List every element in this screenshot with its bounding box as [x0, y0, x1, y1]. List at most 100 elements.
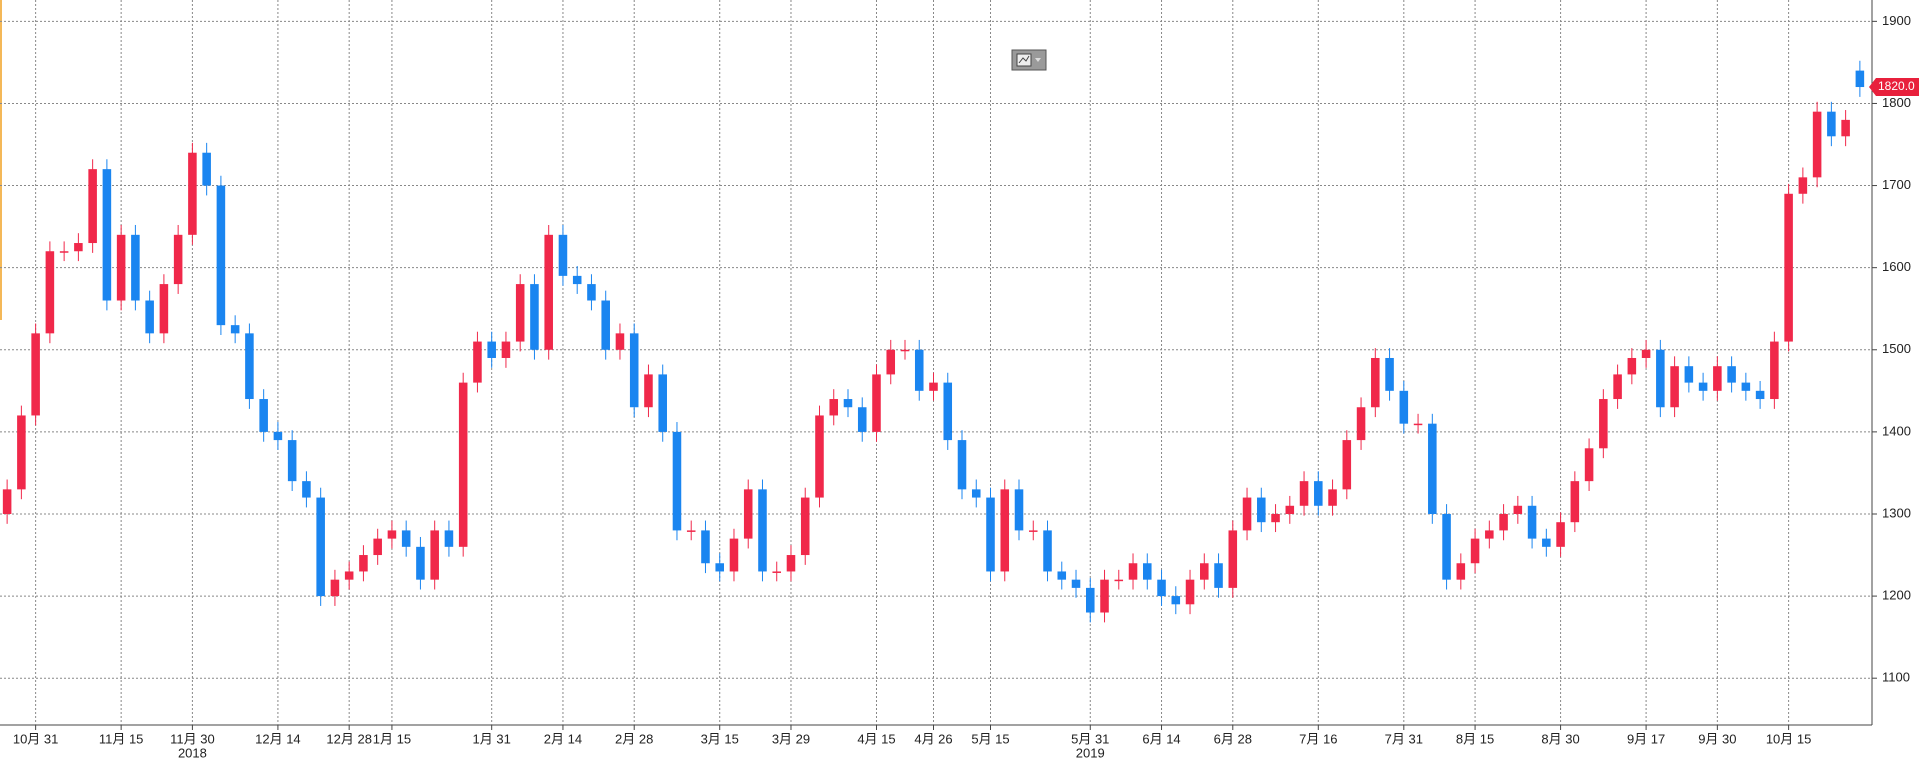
candle-body — [1684, 366, 1694, 383]
candle — [1442, 504, 1451, 590]
candle-body — [116, 234, 126, 301]
candle — [644, 364, 653, 418]
candle-body — [1185, 579, 1195, 605]
candle — [1855, 60, 1865, 97]
candle — [1698, 372, 1708, 401]
candle-body — [1627, 357, 1637, 375]
candle — [1128, 553, 1138, 590]
candle-body — [1584, 448, 1594, 482]
candle — [1271, 504, 1280, 533]
candle — [1143, 553, 1152, 590]
candle-body — [1342, 440, 1352, 490]
y-tick-label: 1500 — [1882, 341, 1911, 356]
candle-body — [1755, 390, 1765, 400]
candle — [1841, 110, 1850, 147]
candle-body — [344, 571, 354, 580]
candle-body — [202, 152, 211, 186]
candle — [1413, 413, 1423, 434]
candle — [943, 372, 953, 450]
candle-body — [587, 284, 596, 301]
candle — [1755, 380, 1765, 409]
year-label: 2018 — [178, 745, 207, 758]
candle — [230, 315, 240, 344]
candle — [387, 520, 397, 549]
candle — [1584, 438, 1594, 491]
candle-body — [986, 497, 995, 572]
candle — [131, 224, 140, 311]
candle-body — [1442, 513, 1451, 580]
candle-body — [1798, 177, 1808, 194]
candle — [473, 331, 482, 393]
candle — [1485, 520, 1494, 549]
chart-type-icon[interactable] — [1011, 49, 1047, 71]
candle-body — [1000, 489, 1010, 572]
x-tick-label: 2月 28 — [615, 731, 653, 746]
candle — [1827, 101, 1836, 147]
candle-body — [929, 382, 938, 391]
candle-body — [1299, 481, 1309, 506]
candle — [929, 372, 938, 401]
y-tick-label: 1100 — [1882, 670, 1910, 685]
candle-body — [131, 234, 140, 301]
candle-body — [1157, 579, 1166, 597]
x-tick-label: 1月 15 — [373, 731, 411, 746]
candle — [1385, 348, 1394, 401]
candle-body — [273, 431, 283, 441]
candle — [900, 339, 910, 360]
candle — [729, 528, 739, 582]
candle — [458, 372, 468, 557]
candle-body — [1784, 193, 1793, 342]
candle-body — [1242, 497, 1252, 531]
candle-body — [373, 538, 382, 556]
candle-body — [1613, 374, 1622, 400]
candle-body — [1855, 70, 1865, 88]
candle-body — [1271, 513, 1280, 523]
candle — [1314, 471, 1323, 516]
candle — [359, 545, 368, 582]
candle — [530, 274, 539, 360]
candle-body — [971, 489, 981, 498]
candle-body — [1143, 563, 1152, 580]
candle — [686, 520, 696, 541]
y-tick-label: 1700 — [1882, 177, 1911, 192]
candle — [430, 520, 439, 590]
candle — [1770, 331, 1779, 409]
candle-body — [686, 530, 696, 532]
candle — [1028, 520, 1038, 541]
candle-body — [1456, 563, 1466, 580]
candle — [1527, 495, 1537, 549]
y-tick-label: 1400 — [1882, 423, 1911, 438]
candle — [1200, 553, 1209, 590]
candle-body — [188, 152, 197, 235]
candle — [1641, 339, 1651, 368]
candle — [743, 479, 753, 549]
last-price-label: 1820.0 — [1878, 79, 1915, 93]
candle — [59, 241, 69, 262]
candle — [1100, 569, 1109, 623]
candle — [658, 364, 667, 442]
candle — [216, 175, 226, 335]
candle — [1499, 504, 1508, 541]
candle — [815, 405, 824, 508]
x-tick-label: 11月 30 — [170, 731, 215, 746]
candle — [1428, 413, 1437, 524]
candle-body — [88, 169, 97, 244]
candle-body — [530, 284, 539, 350]
candle — [330, 569, 340, 606]
candle-body — [159, 284, 169, 334]
candle-body — [245, 333, 254, 400]
candle-body — [672, 431, 682, 531]
candle — [1114, 569, 1124, 590]
candle-body — [401, 530, 411, 547]
candle-body — [1371, 357, 1380, 408]
candle-body — [1485, 530, 1494, 539]
candle-body — [1043, 530, 1052, 572]
candle — [1456, 553, 1466, 590]
candle — [1741, 372, 1751, 401]
y-tick-label: 1800 — [1882, 95, 1911, 110]
candle-body — [444, 530, 454, 547]
candle-body — [1542, 538, 1551, 547]
candle-body — [1214, 563, 1223, 588]
